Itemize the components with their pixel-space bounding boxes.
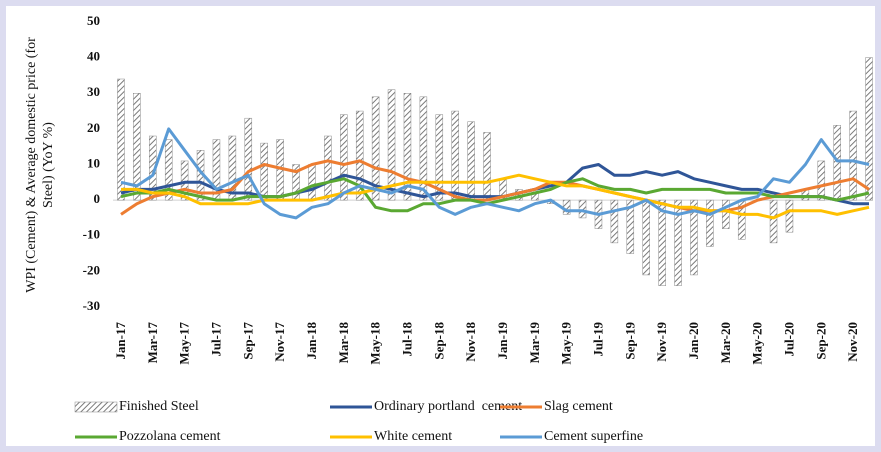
x-tick-label: Nov-17 [272, 322, 287, 362]
line-series [121, 173, 870, 220]
bar [849, 110, 857, 201]
x-tick-label: Sep-18 [431, 322, 446, 360]
line-series [120, 127, 870, 220]
bar [817, 160, 826, 201]
x-tick-label: May-17 [177, 322, 192, 365]
y-tick-label: 20 [87, 120, 100, 135]
y-tick-label: 50 [87, 13, 100, 28]
x-tick-label: Mar-20 [718, 322, 733, 363]
x-tick-label: May-20 [750, 322, 765, 365]
bar [626, 199, 635, 254]
bar [324, 135, 332, 201]
bar [578, 199, 587, 219]
bar [387, 89, 396, 201]
bar [674, 199, 682, 286]
x-tick-label: May-18 [368, 322, 383, 365]
bar [403, 93, 412, 201]
x-tick-label: Mar-18 [336, 322, 351, 364]
chart-panel [6, 6, 875, 446]
bar [355, 110, 364, 201]
bar [180, 160, 189, 201]
legend-swatch [74, 401, 118, 413]
line-series [120, 163, 869, 206]
x-tick-label: Jan-20 [686, 322, 701, 360]
bar [865, 57, 873, 201]
y-tick-label: -10 [83, 227, 100, 242]
bar [260, 142, 268, 201]
x-tick-label: Jan-18 [304, 322, 319, 360]
bar [435, 114, 444, 201]
x-tick-label: Nov-20 [845, 322, 860, 362]
x-tick-label: Sep-17 [240, 322, 255, 360]
bar [785, 199, 794, 233]
bar [308, 164, 316, 201]
bar [722, 199, 730, 229]
y-axis-label: WPI (Cement) & Average domestic price (f… [24, 37, 56, 293]
legend-label: White cement [374, 429, 452, 444]
y-tick-label: -20 [83, 262, 100, 277]
x-tick-label: Jan-17 [113, 322, 128, 360]
bar [769, 199, 778, 244]
x-tick-label: Sep-20 [813, 322, 828, 360]
bar [690, 199, 698, 276]
line-series [120, 177, 870, 213]
bar [117, 78, 125, 201]
bar [610, 199, 619, 244]
bar [658, 199, 666, 286]
bar [133, 93, 141, 201]
legend-label: Finished Steel [119, 399, 199, 414]
x-tick-label: Jan-19 [495, 322, 510, 360]
x-tick-label: Nov-18 [463, 322, 478, 362]
y-tick-label: 30 [87, 84, 100, 99]
x-tick-label: Jul-19 [590, 322, 605, 357]
y-tick-label: 40 [87, 49, 100, 64]
x-tick-label: Jul-18 [399, 322, 414, 357]
bar [833, 125, 841, 201]
bar [419, 96, 428, 201]
bar [164, 139, 173, 201]
x-tick-label: May-19 [559, 322, 574, 365]
bar [467, 121, 475, 201]
bar [706, 199, 714, 247]
legend-label: Cement superfine [544, 429, 643, 444]
bar [244, 117, 253, 201]
y-tick-label: 0 [94, 191, 101, 206]
bar [451, 110, 459, 201]
bar [371, 96, 380, 201]
y-tick-label: 10 [87, 155, 100, 170]
x-tick-label: Mar-19 [527, 322, 542, 364]
line-series [120, 159, 870, 216]
x-tick-label: Nov-19 [654, 322, 669, 362]
legend-label: Slag cement [544, 399, 613, 414]
legend-label: Pozzolana cement [119, 429, 221, 444]
y-axis-label-line: WPI (Cement) & Average domestic price (f… [24, 37, 39, 293]
bar [483, 132, 491, 201]
bar [642, 199, 650, 276]
legend-label: Ordinary portland cement [374, 399, 522, 414]
x-tick-label: Sep-19 [622, 322, 637, 360]
x-tick-label: Jul-17 [208, 322, 223, 357]
y-axis-label-line: Steel) (YoY %) [41, 122, 56, 208]
y-tick-label: -30 [83, 298, 100, 313]
bar [340, 114, 348, 201]
x-tick-label: Jul-20 [781, 322, 796, 357]
x-tick-label: Mar-17 [145, 322, 160, 364]
